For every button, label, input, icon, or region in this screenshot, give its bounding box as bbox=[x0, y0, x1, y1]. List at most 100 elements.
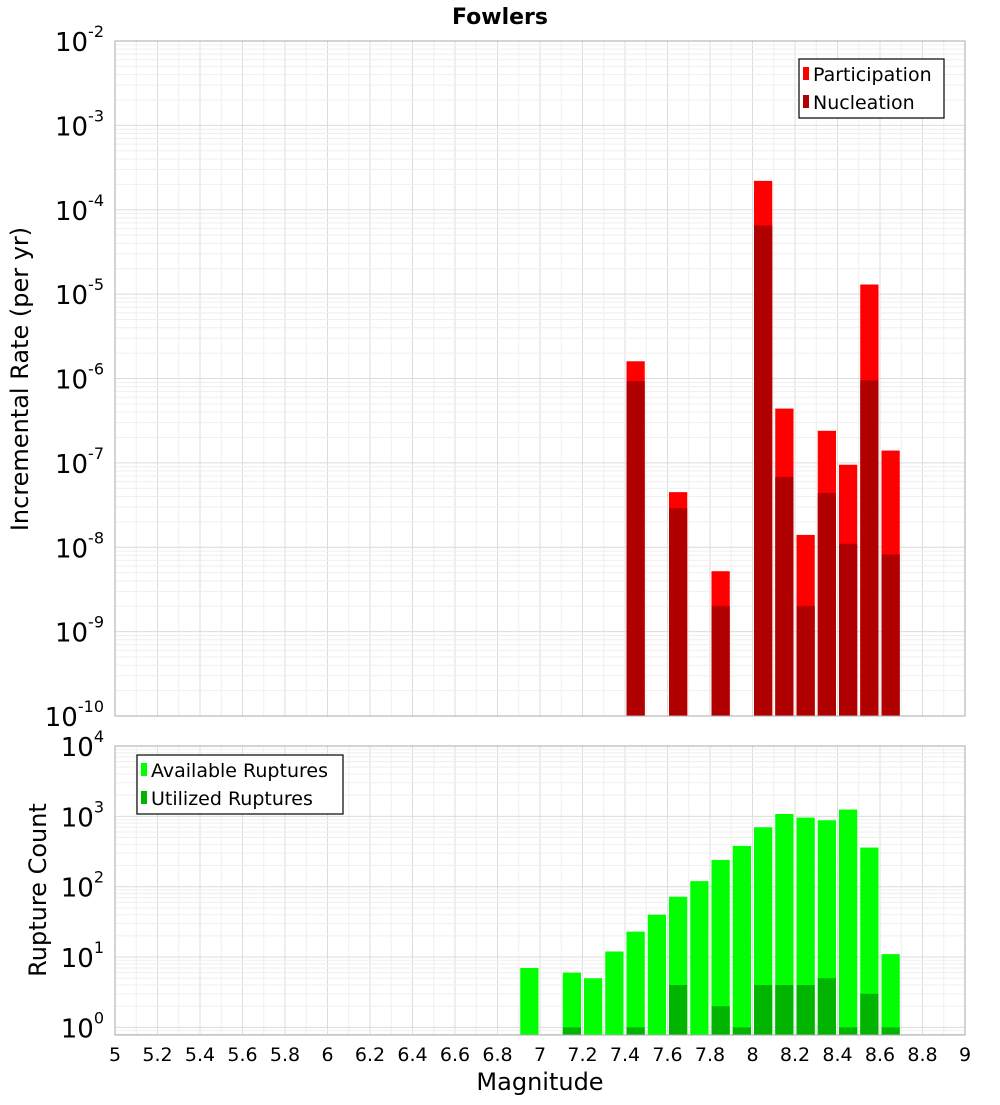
count-bar-utilized-ruptures bbox=[817, 978, 836, 1035]
rate-plot-border bbox=[114, 40, 966, 717]
count-bar-utilized-ruptures bbox=[626, 1027, 645, 1035]
rate-bar-nucleation bbox=[817, 492, 836, 716]
magnitude-x-ticks: 5 5.2 5.4 5.6 5.8 6 6.2 6.4 6.6 6.8 7 7.2 7.4 7.6 7.8 8… bbox=[109, 1044, 971, 1066]
rate-y-tick-exponent: -2 bbox=[88, 22, 104, 41]
count-bar-available-ruptures bbox=[881, 954, 900, 1035]
rate-y-tick-exponent: -6 bbox=[88, 360, 104, 379]
rate-legend: Participation Nucleation bbox=[798, 58, 945, 119]
count-y-tick-base: 10 bbox=[61, 803, 94, 833]
rate-y-tick-base: 10 bbox=[55, 450, 88, 480]
rate-legend-swatch bbox=[803, 67, 809, 80]
count-y-tick-base: 10 bbox=[61, 733, 94, 763]
count-bar-utilized-ruptures bbox=[860, 993, 879, 1035]
count-bar-available-ruptures bbox=[732, 845, 751, 1035]
rate-y-tick-label: 10-5 bbox=[55, 275, 104, 311]
count-y-tick-label: 103 bbox=[61, 797, 104, 833]
count-y-tick-exponent: 3 bbox=[94, 797, 104, 816]
count-legend-swatch bbox=[141, 791, 147, 804]
magnitude-x-tick-label: 8.8 bbox=[907, 1044, 937, 1066]
magnitude-x-tick-label: 5.4 bbox=[185, 1044, 215, 1066]
rate-bar-nucleation bbox=[626, 381, 645, 716]
magnitude-x-tick-label: 6.4 bbox=[397, 1044, 427, 1066]
count-y-tick-label: 104 bbox=[61, 727, 104, 763]
count-bar-available-ruptures bbox=[775, 814, 794, 1035]
rate-bar-nucleation bbox=[881, 554, 900, 716]
magnitude-x-tick-label: 8 bbox=[746, 1044, 758, 1066]
count-y-tick-label: 100 bbox=[61, 1008, 104, 1044]
magnitude-x-tick-label: 5.6 bbox=[227, 1044, 257, 1066]
rate-y-tick-exponent: -7 bbox=[88, 444, 104, 463]
count-bar-available-ruptures bbox=[839, 809, 858, 1035]
magnitude-x-tick-label: 6 bbox=[321, 1044, 333, 1066]
magnitude-x-tick-label: 6.6 bbox=[440, 1044, 470, 1066]
rate-y-tick-label: 10-2 bbox=[55, 22, 104, 58]
magnitude-x-tick-label: 5.8 bbox=[270, 1044, 300, 1066]
magnitude-x-tick-label: 5.2 bbox=[142, 1044, 172, 1066]
rate-y-tick-base: 10 bbox=[55, 112, 88, 142]
count-bar-utilized-ruptures bbox=[711, 1006, 730, 1035]
magnitude-x-tick-label: 8.2 bbox=[780, 1044, 810, 1066]
rate-bar-nucleation bbox=[754, 225, 773, 716]
rate-bar-nucleation bbox=[860, 380, 879, 716]
count-bar-available-ruptures bbox=[605, 951, 624, 1035]
count-bar-utilized-ruptures bbox=[881, 1027, 900, 1035]
count-bar-utilized-ruptures bbox=[839, 1027, 858, 1035]
rate-bar-nucleation bbox=[796, 606, 815, 716]
count-bar-utilized-ruptures bbox=[732, 1027, 751, 1035]
magnitude-x-tick-label: 7.8 bbox=[695, 1044, 725, 1066]
rate-y-tick-label: 10-6 bbox=[55, 360, 104, 396]
magnitude-x-tick-label: 7.4 bbox=[610, 1044, 640, 1066]
magnitude-x-tick-label: 6.2 bbox=[355, 1044, 385, 1066]
magnitude-x-tick-label: 5 bbox=[109, 1044, 121, 1066]
rate-y-tick-exponent: -4 bbox=[88, 191, 104, 210]
count-y-tick-exponent: 1 bbox=[94, 938, 104, 957]
magnitude-x-tick-label: 9 bbox=[959, 1044, 971, 1066]
count-plot-border bbox=[114, 745, 966, 1036]
rate-y-tick-label: 10-4 bbox=[55, 191, 104, 227]
rate-y-tick-exponent: -9 bbox=[88, 613, 104, 632]
rate-y-tick-label: 10-9 bbox=[55, 613, 104, 649]
rate-bar-nucleation bbox=[839, 543, 858, 716]
rate-y-axis-label: Incremental Rate (per yr) bbox=[6, 227, 34, 531]
rate-legend-swatch bbox=[803, 95, 809, 108]
count-y-tick-exponent: 4 bbox=[94, 727, 104, 746]
rate-y-tick-label: 10-3 bbox=[55, 106, 104, 142]
count-y-tick-base: 10 bbox=[61, 944, 94, 974]
count-bar-available-ruptures bbox=[796, 817, 815, 1035]
count-bar-utilized-ruptures bbox=[775, 985, 794, 1035]
count-legend-label: Available Ruptures bbox=[151, 760, 328, 782]
rate-y-tick-exponent: -3 bbox=[88, 106, 104, 125]
count-y-tick-base: 10 bbox=[61, 874, 94, 904]
rate-bars bbox=[626, 180, 900, 716]
count-bar-available-ruptures bbox=[647, 914, 666, 1035]
rate-bar-nucleation bbox=[711, 606, 730, 716]
rate-y-tick-base: 10 bbox=[55, 197, 88, 227]
count-bar-available-ruptures bbox=[626, 931, 645, 1035]
count-legend-label: Utilized Ruptures bbox=[151, 788, 313, 810]
rate-y-tick-label: 10-8 bbox=[55, 528, 104, 564]
rate-panel: 10-1010-910-810-710-610-510-410-310-2Par… bbox=[45, 22, 966, 733]
count-y-tick-base: 10 bbox=[61, 1014, 94, 1044]
rate-y-tick-exponent: -8 bbox=[88, 528, 104, 547]
count-bar-available-ruptures bbox=[520, 967, 539, 1035]
magnitude-x-axis-label: Magnitude bbox=[476, 1068, 603, 1096]
chart-title: Fowlers bbox=[452, 5, 548, 30]
rate-y-tick-exponent: -5 bbox=[88, 275, 104, 294]
rate-y-tick-base: 10 bbox=[55, 366, 88, 396]
count-y-tick-label: 102 bbox=[61, 868, 104, 904]
rate-grid bbox=[114, 40, 966, 717]
rate-y-tick-base: 10 bbox=[45, 703, 78, 733]
count-y-tick-exponent: 0 bbox=[94, 1008, 104, 1027]
rate-y-tick-base: 10 bbox=[55, 619, 88, 649]
rate-legend-label: Nucleation bbox=[813, 92, 915, 114]
count-y-axis-label: Rupture Count bbox=[24, 803, 52, 977]
magnitude-x-tick-label: 8.4 bbox=[822, 1044, 852, 1066]
count-bars bbox=[520, 809, 900, 1035]
count-bar-available-ruptures bbox=[711, 859, 730, 1035]
magnitude-x-tick-label: 7.6 bbox=[652, 1044, 682, 1066]
rate-legend-box bbox=[798, 58, 945, 119]
count-bar-utilized-ruptures bbox=[669, 985, 688, 1035]
count-legend: Available Ruptures Utilized Ruptures bbox=[136, 754, 344, 815]
rate-bar-nucleation bbox=[669, 508, 688, 716]
